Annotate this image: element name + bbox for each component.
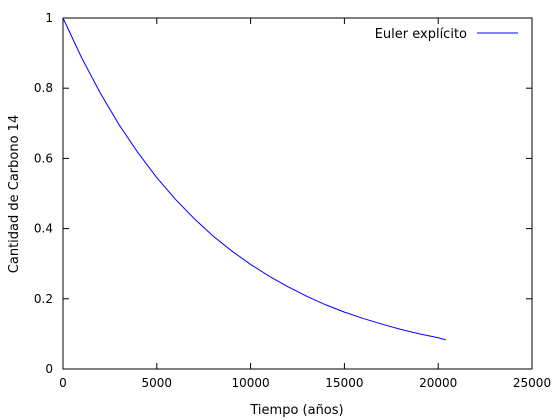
series-layer: [62, 17, 446, 341]
ticks: 0 5000 10000 15000 20000 25000 0 0.2 0.4 0.6 0.8 1: [34, 11, 551, 390]
plot-frame: [62, 17, 533, 370]
x-tick-label: 5000: [142, 376, 173, 390]
y-tick-label: 1: [45, 11, 53, 25]
y-tick-label: 0.8: [34, 81, 53, 95]
series-line-0: [62, 17, 446, 341]
legend: Euler explícito: [375, 27, 518, 42]
x-tick-label: 0: [59, 376, 67, 390]
x-tick-label: 10000: [232, 376, 270, 390]
x-axis-label: Tiempo (años): [249, 403, 343, 418]
y-axis-label: Cantidad de Carbono 14: [7, 115, 22, 273]
x-tick-label: 20000: [419, 376, 457, 390]
x-tick-label: 25000: [513, 376, 551, 390]
y-tick-label: 0: [45, 362, 53, 376]
legend-label: Euler explícito: [375, 27, 467, 42]
x-tick-label: 15000: [325, 376, 363, 390]
y-tick-label: 0.6: [34, 151, 53, 165]
y-tick-label: 0.4: [34, 222, 53, 236]
y-tick-label: 0.2: [34, 292, 53, 306]
